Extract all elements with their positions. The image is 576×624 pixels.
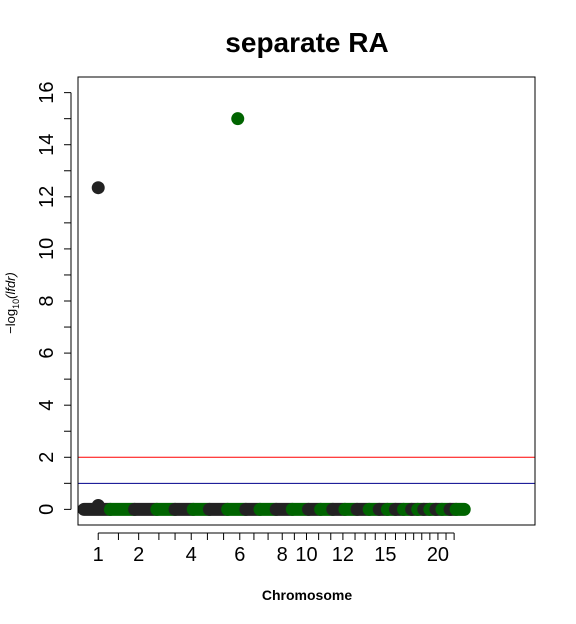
x-tick-label-2: 2	[133, 544, 144, 566]
x-axis-title: Chromosome	[262, 587, 352, 603]
x-tick-label-11: 8	[277, 544, 288, 566]
y-tick-label-1: 2	[36, 452, 58, 463]
x-tick-label-8: 6	[234, 544, 245, 566]
x-tick-label-5: 4	[186, 544, 197, 566]
y-tick-label-8: 16	[36, 82, 58, 104]
y-axis: 0 2 4 6 8 10 12 14 16	[36, 82, 72, 515]
chart-title: separate RA	[225, 27, 388, 58]
y-tick-label-5: 10	[36, 238, 58, 260]
x-tick-label-20: 15	[374, 544, 396, 566]
data-point-1	[91, 181, 105, 195]
x-tick-label-16: 12	[332, 544, 354, 566]
plot-layer	[77, 112, 535, 516]
x-tick-label-13: 10	[295, 544, 317, 566]
x-tick-label-26: 20	[427, 544, 449, 566]
y-axis-title-prefix: −log	[3, 309, 18, 334]
x-axis: 1 2 4 6 8 10 12 15 20	[93, 532, 455, 566]
y-axis-title-sub: 10	[11, 299, 21, 309]
y-tick-label-4: 8	[36, 295, 58, 306]
x-tick-label-0: 1	[93, 544, 104, 566]
y-tick-label-2: 4	[36, 400, 58, 411]
y-tick-label-3: 6	[36, 348, 58, 359]
y-axis-title-inner: (lfdr)	[3, 272, 18, 299]
y-tick-label-7: 14	[36, 134, 58, 156]
data-point-0	[91, 498, 105, 512]
plot-frame	[77, 76, 536, 526]
data-point-2	[231, 112, 245, 126]
y-axis-title: −log10(lfdr)	[3, 272, 21, 334]
y-tick-label-0: 0	[36, 504, 58, 515]
y-tick-label-6: 12	[36, 186, 58, 208]
